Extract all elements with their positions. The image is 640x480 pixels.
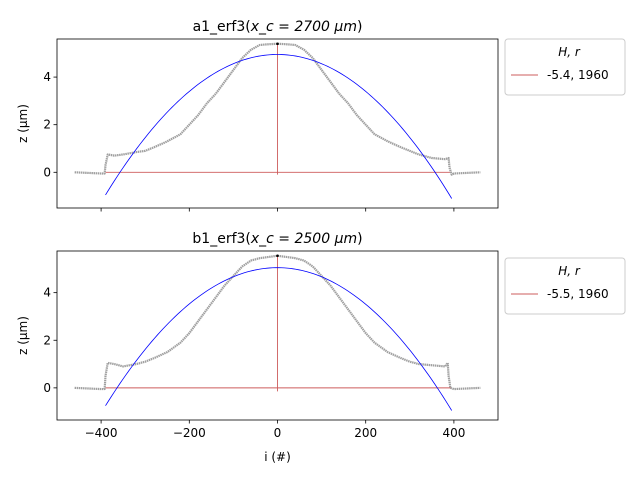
profile-series xyxy=(74,42,481,176)
chart-title-base: b1_erf3( xyxy=(192,231,250,247)
y-tick-label: 4 xyxy=(43,286,51,300)
y-axis-label: z (μm) xyxy=(16,104,30,143)
x-tick-label: 400 xyxy=(442,426,465,440)
x-tick-label: 200 xyxy=(354,426,377,440)
legend: H, r -5.4, 1960 xyxy=(504,38,626,96)
axes-bottom: −400 −200 0 200 400 0 2 4 b1_erf3(x_c = 2500 μm)… xyxy=(16,231,499,464)
chart-title: a1_erf3(x_c = 2700 μm) xyxy=(193,19,363,35)
y-tick-label: 2 xyxy=(43,333,51,347)
chart-title-base: a1_erf3( xyxy=(193,19,251,35)
legend-entry: -5.4, 1960 xyxy=(547,68,609,82)
plot-area xyxy=(74,42,481,199)
legend-entry: -5.5, 1960 xyxy=(547,287,609,301)
x-tick-label: −200 xyxy=(173,426,206,440)
legend-box xyxy=(504,38,626,96)
y-tick-label: 0 xyxy=(43,165,51,179)
y-tick-label: 2 xyxy=(43,118,51,132)
y-tick-label: 4 xyxy=(43,70,51,84)
x-tick-label: −400 xyxy=(85,426,118,440)
legend: H, r -5.5, 1960 xyxy=(504,257,626,315)
chart-title-close: ) xyxy=(357,231,362,247)
chart-title-math: x_c = 2500 μm xyxy=(250,231,357,247)
chart-title-math: x_c = 2700 μm xyxy=(250,19,357,35)
y-tick-label: 0 xyxy=(43,381,51,395)
y-axis-label: z (μm) xyxy=(16,316,30,355)
chart-title-close: ) xyxy=(357,19,362,35)
plot-area xyxy=(74,254,481,411)
chart-title: b1_erf3(x_c = 2500 μm) xyxy=(192,231,362,247)
x-axis-label: i (#) xyxy=(264,450,291,464)
x-tick-label: 0 xyxy=(274,426,282,440)
legend-box xyxy=(504,257,626,315)
peak-point xyxy=(276,42,279,46)
axes-top: 0 2 4 a1_erf3(x_c = 2700 μm) z (μm) xyxy=(16,19,499,212)
peak-point xyxy=(276,254,279,258)
legend-title: H, r xyxy=(558,264,581,278)
parabola-fit xyxy=(105,267,453,411)
legend-title: H, r xyxy=(558,45,581,59)
parabola-fit xyxy=(105,54,453,199)
